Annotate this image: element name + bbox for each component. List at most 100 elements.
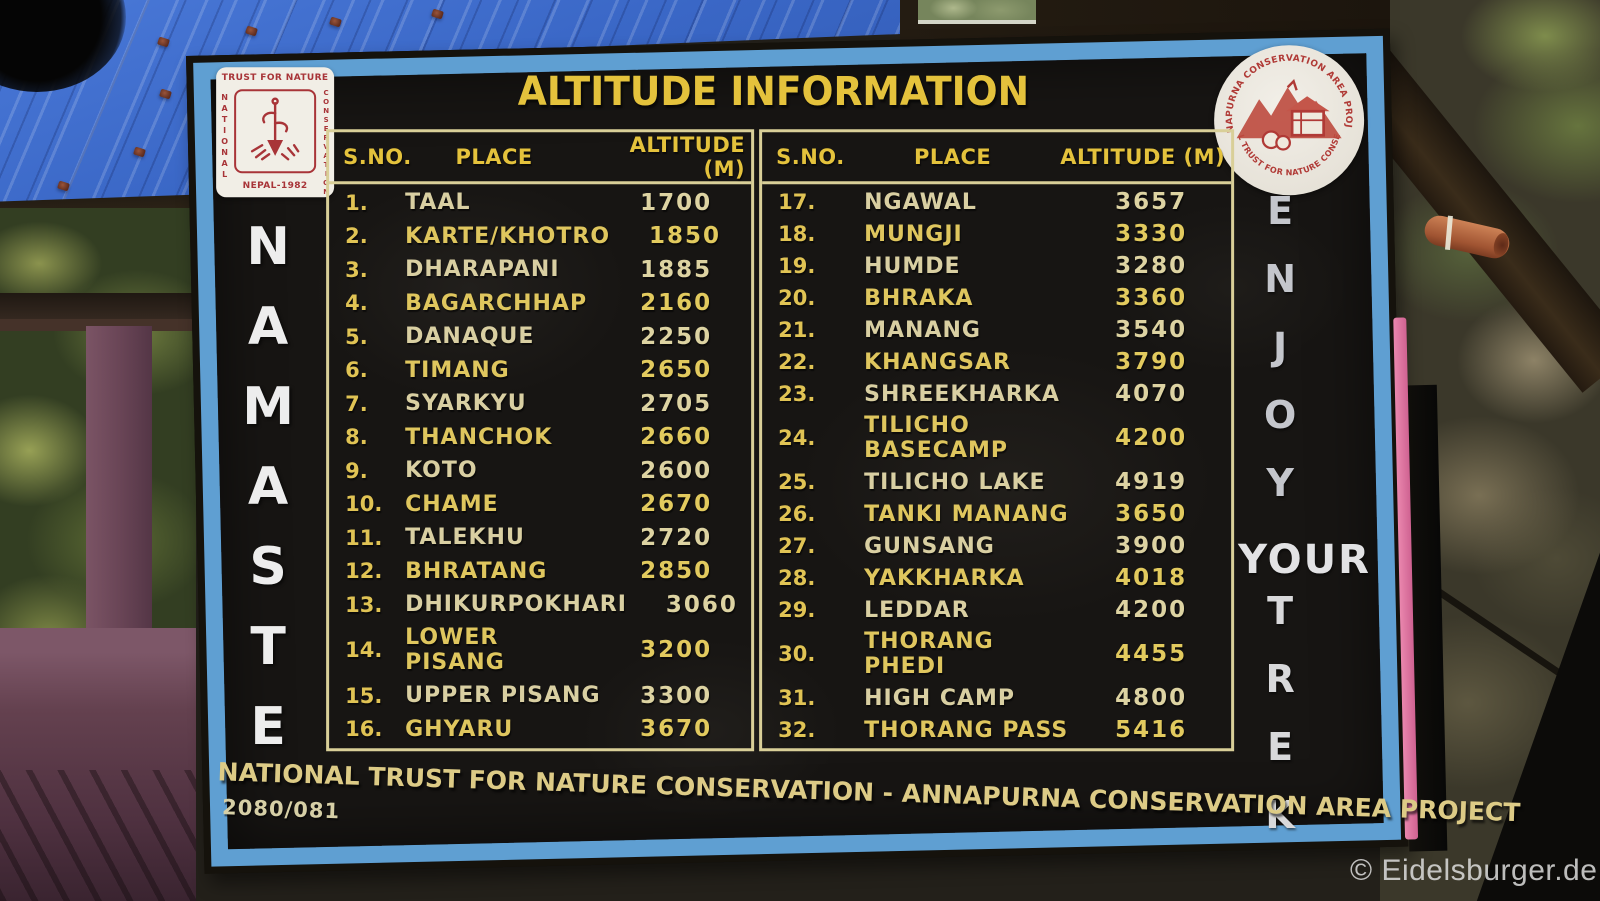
acap-mountain-house-icon bbox=[1236, 79, 1342, 151]
table-row: 11. TALEKHU 2720 bbox=[329, 525, 751, 551]
footer-organization-text: NATIONAL TRUST FOR NATURE CONSERVATION -… bbox=[217, 757, 1521, 828]
cell-place: TIMANG bbox=[405, 357, 510, 383]
cell-sno: 5. bbox=[345, 324, 368, 349]
acap-logo: ANNAPURNA CONSERVATION AREA PROJECT NATI… bbox=[1210, 37, 1365, 196]
table-row: 9. KOTO 2600 bbox=[329, 458, 751, 484]
cell-altitude: 3657 bbox=[1115, 189, 1188, 216]
cell-place: TANKI MANANG bbox=[864, 501, 1069, 527]
cell-place: GUNSANG bbox=[864, 533, 995, 559]
table-header: S.NO. PLACE ALTITUDE (M) bbox=[329, 132, 752, 185]
cell-altitude: 3280 bbox=[1115, 253, 1188, 280]
cell-sno: 32. bbox=[778, 718, 816, 743]
cell-altitude: 2720 bbox=[640, 524, 713, 551]
cell-place: BAGARCHHAP bbox=[405, 290, 588, 316]
cell-place: SHREEKHARKA bbox=[864, 381, 1060, 407]
cell-sno: 31. bbox=[778, 686, 816, 711]
cell-altitude: 3790 bbox=[1115, 349, 1188, 376]
table-row: 20. BHRAKA 3360 bbox=[762, 285, 1231, 311]
cell-altitude: 4070 bbox=[1115, 381, 1188, 408]
cell-place: KOTO bbox=[405, 458, 478, 484]
cell-place: MUNGJI bbox=[864, 221, 963, 247]
purple-pillar bbox=[86, 326, 152, 644]
cell-sno: 19. bbox=[778, 254, 816, 279]
altitude-tables: S.NO. PLACE ALTITUDE (M) 1. TAAL 1700 2. KAR… bbox=[326, 129, 1235, 752]
footer-year-code: 2080/081 bbox=[221, 795, 341, 824]
cell-place: THORANG PHEDI bbox=[864, 629, 994, 680]
cell-place: YAKKHARKA bbox=[864, 565, 1025, 591]
table-row: 14. LOWER PISANG 3200 bbox=[329, 625, 751, 675]
cell-altitude: 4018 bbox=[1115, 565, 1188, 592]
cell-sno: 3. bbox=[345, 257, 368, 282]
cell-sno: 21. bbox=[778, 318, 816, 343]
cell-sno: 18. bbox=[778, 222, 816, 247]
cell-sno: 26. bbox=[778, 502, 816, 527]
ntnc-logo-text-left: NATIONAL bbox=[220, 93, 230, 182]
ntnc-logo: TRUST FOR NATURE NATIONAL CONSERVATION N… bbox=[216, 67, 335, 198]
table-row: 23. SHREEKHARKA 4070 bbox=[762, 381, 1231, 407]
cell-sno: 9. bbox=[345, 458, 368, 483]
cell-sno: 23. bbox=[778, 382, 816, 407]
cell-sno: 13. bbox=[345, 592, 383, 617]
table-left-body: 1. TAAL 1700 2. KARTE/KHOTRO 1850 3. DHARAPANI 1… bbox=[329, 184, 751, 748]
cell-sno: 1. bbox=[345, 190, 368, 215]
cell-sno: 11. bbox=[345, 525, 383, 550]
table-row: 3. DHARAPANI 1885 bbox=[329, 257, 751, 283]
altitude-table-left: S.NO. PLACE ALTITUDE (M) 1. TAAL 1700 2. KAR… bbox=[326, 129, 755, 752]
table-header: S.NO. PLACE ALTITUDE (M) bbox=[762, 132, 1232, 185]
table-row: 2. KARTE/KHOTRO 1850 bbox=[329, 223, 751, 249]
table-row: 25. TILICHO LAKE 4919 bbox=[762, 469, 1231, 495]
cell-altitude: 2705 bbox=[640, 390, 713, 417]
cell-sno: 29. bbox=[778, 598, 816, 623]
small-poster bbox=[918, 0, 1036, 24]
cell-place: DHIKURPOKHARI bbox=[405, 592, 627, 618]
cell-altitude: 4800 bbox=[1115, 685, 1188, 712]
cell-altitude: 4455 bbox=[1115, 641, 1188, 668]
cell-altitude: 3200 bbox=[640, 637, 713, 664]
table-row: 32. THORANG PASS 5416 bbox=[762, 717, 1231, 743]
cell-sno: 8. bbox=[345, 425, 368, 450]
table-row: 17. NGAWAL 3657 bbox=[762, 189, 1231, 215]
trek-text: TREK bbox=[1258, 589, 1303, 862]
header-altitude: ALTITUDE (M) bbox=[629, 132, 746, 181]
cell-sno: 28. bbox=[778, 566, 816, 591]
table-right-body: 17. NGAWAL 3657 18. MUNGJI 3330 19. HUMDE 3280 20… bbox=[762, 184, 1231, 748]
header-sno: S.NO. bbox=[776, 144, 845, 169]
cell-altitude: 5416 bbox=[1115, 717, 1188, 744]
cell-altitude: 1850 bbox=[649, 223, 722, 250]
table-row: 15. UPPER PISANG 3300 bbox=[329, 683, 751, 709]
ntnc-logo-text-bottom: NEPAL-1982 bbox=[242, 181, 308, 192]
cell-altitude: 3540 bbox=[1115, 317, 1188, 344]
cell-sno: 24. bbox=[778, 426, 816, 451]
cell-altitude: 3650 bbox=[1115, 501, 1188, 528]
table-row: 7. SYARKYU 2705 bbox=[329, 391, 751, 417]
cell-place: TAAL bbox=[405, 190, 471, 216]
table-row: 18. MUNGJI 3330 bbox=[762, 221, 1231, 247]
cell-place: LOWER PISANG bbox=[405, 625, 505, 676]
cell-altitude: 1885 bbox=[640, 256, 713, 283]
cell-altitude: 2160 bbox=[640, 290, 713, 317]
altitude-table-right: S.NO. PLACE ALTITUDE (M) 17. NGAWAL 3657 18… bbox=[759, 129, 1235, 752]
cell-place: TALEKHU bbox=[405, 525, 525, 551]
cell-place: MANANG bbox=[864, 317, 981, 343]
cell-sno: 22. bbox=[778, 350, 816, 375]
table-row: 22. KHANGSAR 3790 bbox=[762, 349, 1231, 375]
cell-altitude: 3330 bbox=[1115, 221, 1188, 248]
table-row: 16. GHYARU 3670 bbox=[329, 716, 751, 742]
table-row: 30. THORANG PHEDI 4455 bbox=[762, 629, 1231, 679]
cell-place: BHRATANG bbox=[405, 558, 548, 584]
table-row: 27. GUNSANG 3900 bbox=[762, 533, 1231, 559]
cell-place: THORANG PASS bbox=[864, 717, 1069, 743]
altitude-information-signboard: ALTITUDE INFORMATION TRUST FOR NATURE NA… bbox=[186, 28, 1521, 874]
cell-place: HUMDE bbox=[864, 253, 961, 279]
wood-beam bbox=[0, 293, 196, 319]
table-row: 28. YAKKHARKA 4018 bbox=[762, 565, 1231, 591]
header-place: PLACE bbox=[913, 144, 992, 169]
sign-title: ALTITUDE INFORMATION bbox=[517, 69, 1030, 116]
enjoy-your-trek-text: ENJOY YOUR TREK bbox=[1238, 189, 1374, 862]
namaste-vertical-text: NAMASTE bbox=[238, 217, 299, 778]
cell-sno: 16. bbox=[345, 717, 383, 742]
sign-content: ALTITUDE INFORMATION TRUST FOR NATURE NA… bbox=[202, 37, 1521, 861]
cell-place: TILICHO LAKE bbox=[864, 469, 1046, 495]
purple-wall bbox=[0, 628, 196, 901]
cell-place: UPPER PISANG bbox=[405, 683, 601, 709]
